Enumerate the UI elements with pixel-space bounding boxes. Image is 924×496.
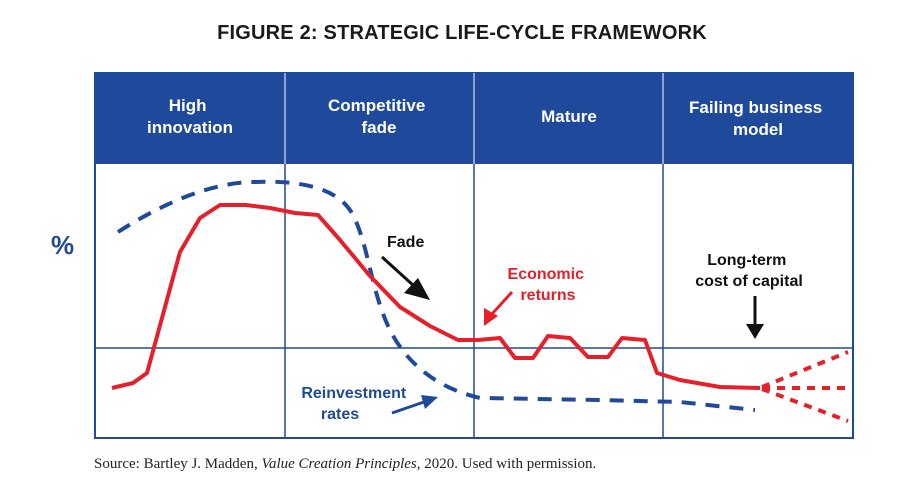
phase-label-competitive-fade: Competitive fade — [328, 96, 430, 137]
phase-label-failing-business-model: Failing business model — [689, 98, 827, 139]
fade-arrow-shaft — [380, 255, 416, 288]
economic-returns-label: Economic returns — [508, 266, 589, 304]
source-work-title: Value Creation Principles — [261, 456, 417, 472]
economic-returns-curve — [111, 203, 761, 390]
fan-up-line — [761, 350, 849, 389]
reinvestment-rates-label: Reinvestment rates — [301, 385, 410, 423]
source-suffix: , 2020. Used with permission. — [416, 456, 597, 472]
source-caption: Source: Bartley J. Madden, Value Creatio… — [94, 456, 596, 473]
cost-of-capital-arrowhead — [746, 324, 764, 339]
source-prefix: Source: Bartley J. Madden, — [94, 456, 262, 472]
reinvestment-rates-curve — [116, 179, 756, 412]
economic-returns-arrow-shaft — [490, 290, 514, 316]
y-axis-percent-label: % — [51, 230, 74, 260]
reinvestment-arrowhead — [421, 395, 438, 409]
phase-label-mature: Mature — [541, 107, 597, 126]
economic-returns-arrowhead — [484, 308, 498, 326]
fan-down-line — [761, 387, 849, 423]
phase-label-high-innovation: High innovation — [147, 96, 233, 137]
fade-label: Fade — [387, 234, 424, 251]
reinvestment-arrow-shaft — [391, 400, 425, 415]
cost-of-capital-label: Long-term cost of capital — [695, 252, 803, 290]
fade-arrowhead — [404, 278, 430, 300]
figure-title: FIGURE 2: STRATEGIC LIFE-CYCLE FRAMEWORK — [217, 22, 707, 44]
